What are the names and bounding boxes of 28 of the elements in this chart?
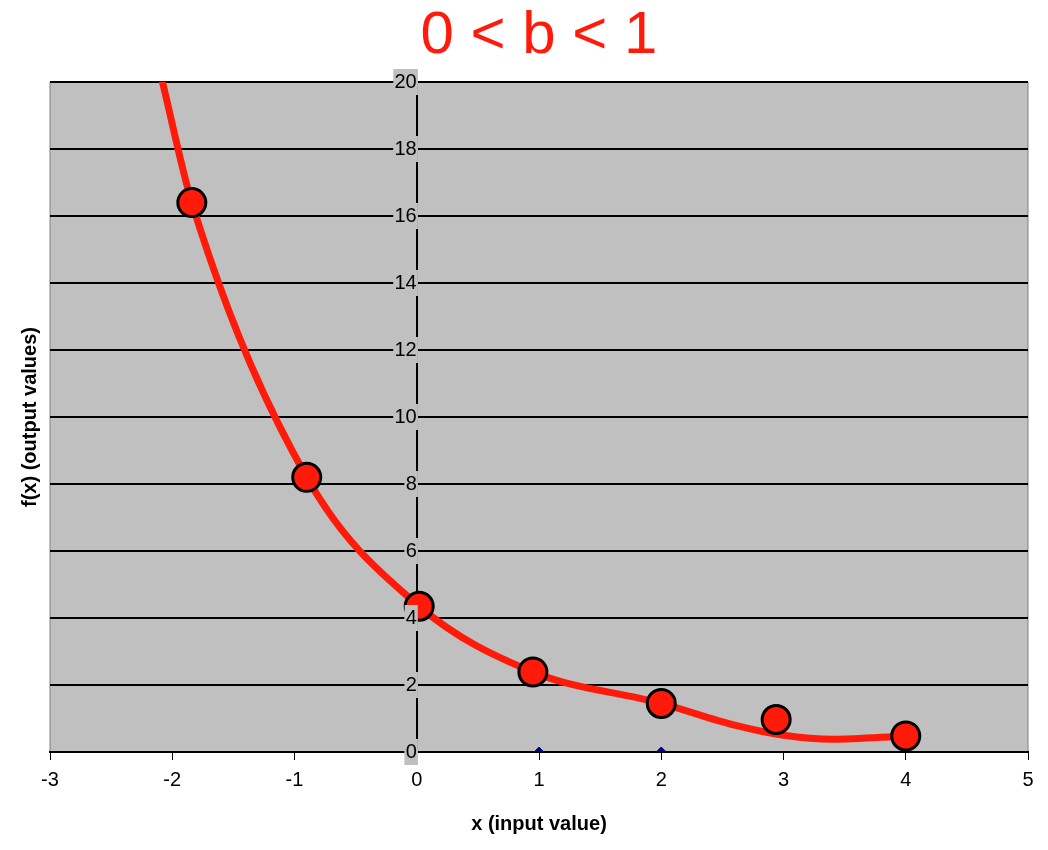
point bbox=[760, 704, 792, 736]
y-tick-label: 2 bbox=[405, 672, 417, 695]
x-tick-label: -2 bbox=[163, 767, 182, 790]
y-tick-label: 20 bbox=[394, 69, 417, 92]
x-tick-label: -1 bbox=[285, 767, 304, 790]
y-tick-label: 0 bbox=[405, 739, 417, 762]
x-axis-title: x (input value) bbox=[471, 811, 607, 834]
x-tick-label: 1 bbox=[533, 767, 545, 790]
y-tick-label: 10 bbox=[394, 404, 417, 427]
x-tick-label: -3 bbox=[41, 767, 59, 790]
y-tick-label: 18 bbox=[394, 136, 417, 159]
y-tick-label: 4 bbox=[405, 605, 417, 628]
point bbox=[517, 656, 549, 688]
y-tick-label: 12 bbox=[394, 337, 417, 360]
x-tick-label: 2 bbox=[655, 767, 667, 790]
y-tick-label: 6 bbox=[405, 538, 417, 561]
chart-title: 0 < b < 1 bbox=[420, 0, 658, 66]
x-tick-label: 5 bbox=[1022, 767, 1034, 790]
y-axis-title: f(x) (output values) bbox=[17, 327, 40, 507]
point bbox=[645, 687, 677, 719]
x-tick-label: 3 bbox=[777, 767, 790, 790]
y-tick-label: 16 bbox=[394, 203, 417, 226]
point bbox=[291, 461, 323, 493]
y-tick-label: 14 bbox=[394, 270, 417, 293]
point bbox=[890, 720, 922, 752]
point bbox=[176, 187, 208, 219]
y-tick-label: 8 bbox=[405, 471, 417, 494]
x-tick-label: 4 bbox=[900, 767, 912, 790]
